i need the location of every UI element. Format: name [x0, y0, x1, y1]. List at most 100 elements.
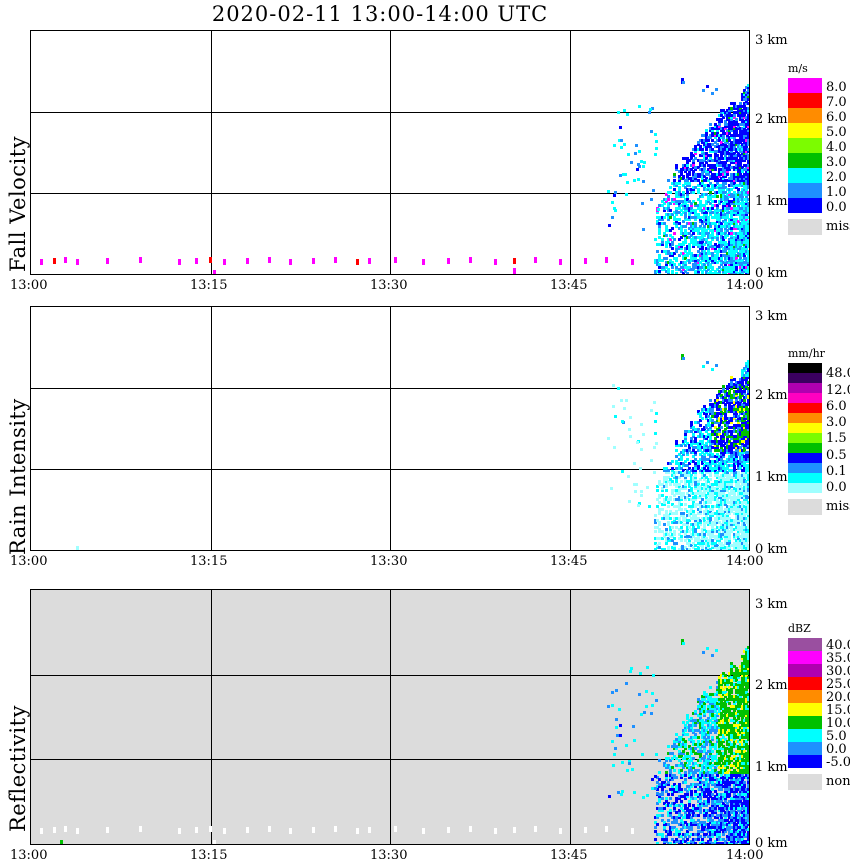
- data-pixel: [722, 116, 725, 119]
- data-pixel: [722, 184, 725, 187]
- data-pixel: [675, 220, 678, 223]
- data-pixel: [667, 261, 670, 264]
- data-pixel: [667, 270, 670, 273]
- data-pixel: [697, 191, 700, 194]
- data-pixel: [312, 258, 315, 264]
- data-pixel: [692, 263, 695, 266]
- data-pixel: [694, 209, 697, 212]
- data-pixel: [680, 243, 683, 246]
- data-pixel: [699, 173, 702, 176]
- data-pixel: [747, 257, 749, 260]
- data-pixel: [718, 164, 721, 167]
- data-pixel: [707, 263, 710, 266]
- data-pixel: [714, 229, 717, 232]
- data-pixel: [494, 259, 497, 265]
- data-pixel: [675, 193, 678, 196]
- data-pixel: [686, 198, 689, 201]
- ytick-1km-p2: 1 km: [755, 470, 788, 485]
- colorbar-tick-label: 8.0: [826, 80, 847, 95]
- data-pixel: [665, 193, 668, 196]
- data-pixel: [703, 188, 706, 191]
- data-pixel: [714, 200, 717, 203]
- data-pixel: [728, 136, 731, 139]
- data-pixel: [697, 261, 700, 264]
- data-pixel: [209, 257, 212, 263]
- data-pixel: [697, 188, 700, 191]
- data-pixel: [699, 241, 702, 244]
- data-pixel: [669, 234, 672, 237]
- data-pixel: [634, 490, 637, 493]
- data-pixel: [694, 166, 697, 169]
- data-pixel: [702, 365, 705, 368]
- data-pixel: [709, 166, 712, 169]
- data-pixel: [714, 270, 717, 273]
- data-pixel: [724, 209, 727, 212]
- data-pixel: [684, 168, 687, 171]
- data-pixel: [686, 268, 689, 271]
- data-pixel: [705, 213, 708, 216]
- data-pixel: [665, 198, 668, 201]
- rain-intensity-plot-area[interactable]: [30, 306, 750, 551]
- data-pixel: [690, 157, 693, 160]
- data-pixel: [711, 164, 714, 167]
- colorbar-swatch: [788, 383, 822, 393]
- data-pixel: [714, 213, 717, 216]
- data-pixel: [714, 175, 717, 178]
- data-pixel: [705, 207, 708, 210]
- data-pixel: [722, 198, 725, 201]
- data-pixel: [726, 166, 729, 169]
- data-pixel: [675, 182, 678, 185]
- data-pixel: [722, 266, 725, 269]
- data-pixel: [628, 500, 631, 503]
- data-pixel: [714, 250, 717, 253]
- data-pixel: [730, 150, 733, 153]
- data-pixel: [658, 263, 661, 266]
- data-pixel: [718, 229, 721, 232]
- data-pixel: [692, 254, 695, 257]
- data-pixel: [741, 381, 744, 384]
- data-pixel: [718, 202, 721, 205]
- data-pixel: [730, 229, 733, 232]
- data-pixel: [699, 424, 702, 427]
- data-pixel: [716, 186, 719, 189]
- data-pixel: [678, 200, 681, 203]
- data-pixel: [726, 141, 729, 144]
- ytick-2km-p2: 2 km: [755, 388, 788, 403]
- data-pixel: [661, 268, 664, 271]
- data-pixel: [726, 213, 729, 216]
- data-pixel: [673, 182, 676, 185]
- data-pixel: [682, 195, 685, 198]
- data-pixel: [694, 710, 697, 713]
- data-pixel: [684, 229, 687, 232]
- data-pixel: [701, 838, 704, 841]
- data-pixel: [642, 180, 645, 183]
- data-pixel: [733, 211, 736, 214]
- reflectivity-plot-area[interactable]: [30, 589, 750, 845]
- data-pixel: [747, 492, 749, 495]
- fall-velocity-plot-area[interactable]: [30, 30, 750, 275]
- data-pixel: [675, 819, 678, 822]
- data-pixel: [654, 259, 657, 262]
- data-pixel: [728, 152, 731, 155]
- data-pixel: [694, 211, 697, 214]
- data-pixel: [394, 257, 397, 263]
- data-pixel: [690, 254, 693, 257]
- data-pixel: [638, 105, 641, 108]
- data-pixel: [669, 259, 672, 262]
- data-pixel: [694, 724, 697, 727]
- data-pixel: [692, 245, 695, 248]
- data-pixel: [663, 268, 666, 271]
- data-pixel: [709, 168, 712, 171]
- data-pixel: [195, 258, 198, 264]
- data-pixel: [686, 218, 689, 221]
- data-pixel: [711, 750, 714, 753]
- data-pixel: [655, 412, 658, 415]
- data-pixel: [711, 173, 714, 176]
- data-pixel: [730, 232, 733, 235]
- data-pixel: [733, 270, 736, 273]
- data-pixel: [655, 442, 658, 445]
- data-pixel: [650, 459, 653, 462]
- data-pixel: [654, 838, 657, 841]
- data-pixel: [682, 263, 685, 266]
- data-pixel: [709, 157, 712, 160]
